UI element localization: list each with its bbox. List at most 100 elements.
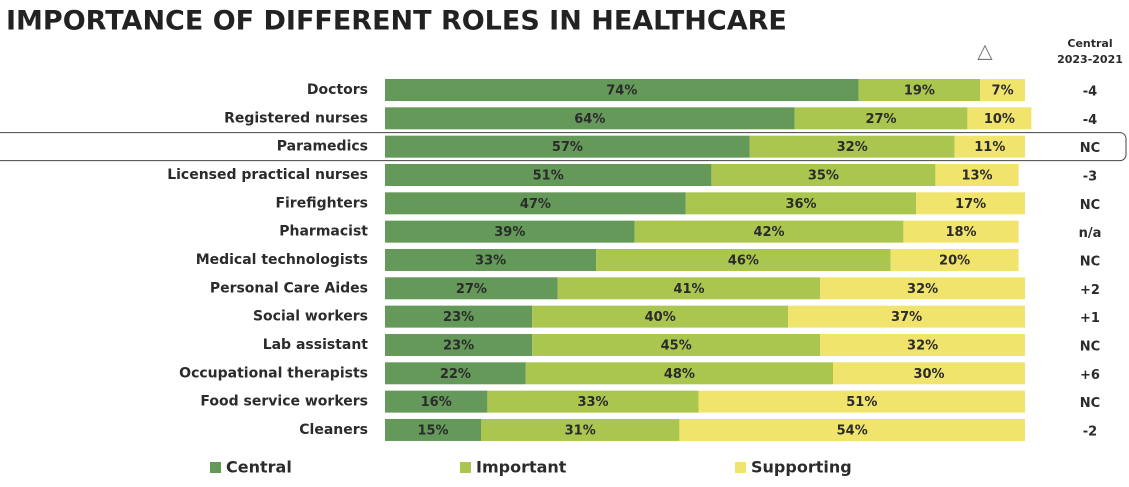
change-value: +1 — [1080, 311, 1100, 326]
category-label: Doctors — [307, 82, 368, 98]
category-label: Social workers — [253, 309, 368, 325]
legend-swatch — [735, 462, 746, 473]
legend-label: Supporting — [751, 458, 852, 477]
change-header: 2023-2021 — [1057, 53, 1123, 66]
value-label: 74% — [606, 84, 637, 99]
bar-segment — [385, 418, 481, 441]
bar-segment — [385, 248, 597, 271]
value-label: 32% — [837, 140, 868, 155]
bar-segment — [858, 79, 981, 101]
category-label: Registered nurses — [224, 110, 368, 126]
value-label: 15% — [417, 423, 448, 438]
value-label: 17% — [955, 197, 986, 212]
bar-segment — [385, 305, 533, 328]
bar-segment — [711, 163, 936, 186]
value-label: 41% — [673, 282, 704, 297]
change-value: NC — [1080, 339, 1100, 354]
bar-segment — [890, 248, 1019, 271]
change-value: -4 — [1083, 85, 1097, 100]
value-label: 20% — [939, 253, 970, 268]
value-label: 36% — [785, 197, 816, 212]
bar-segment — [532, 305, 789, 328]
bar-segment — [967, 107, 1032, 130]
bar-segment — [820, 277, 1025, 300]
bar-segment — [385, 277, 558, 300]
value-label: 18% — [945, 225, 976, 240]
category-label: Personal Care Aides — [210, 280, 368, 296]
value-label: 51% — [533, 168, 564, 183]
value-label: 40% — [645, 310, 676, 325]
bar-segment — [557, 277, 821, 300]
change-value: -4 — [1083, 113, 1097, 128]
change-value: NC — [1080, 198, 1100, 213]
value-label: 23% — [443, 338, 474, 353]
bar-segment — [903, 220, 1019, 243]
bar-segment — [385, 220, 635, 243]
bar-segment — [820, 333, 1025, 356]
legend-swatch — [460, 462, 471, 473]
change-value: NC — [1080, 396, 1100, 411]
category-label: Cleaners — [299, 422, 368, 438]
bar-segment — [935, 163, 1019, 186]
bar-segment — [698, 390, 1025, 413]
change-value: +2 — [1080, 283, 1100, 298]
bar-segment — [385, 135, 750, 158]
bar-segment — [481, 418, 680, 441]
category-label: Licensed practical nurses — [167, 167, 368, 183]
value-label: 47% — [520, 197, 551, 212]
bar-segment — [679, 418, 1025, 441]
value-label: 30% — [913, 367, 944, 382]
value-label: 11% — [974, 140, 1005, 155]
change-value: +6 — [1080, 368, 1100, 383]
value-label: 32% — [907, 338, 938, 353]
legend-label: Important — [476, 458, 567, 477]
bar-segment — [385, 390, 488, 413]
value-label: 19% — [904, 84, 935, 99]
bar-segment — [634, 220, 904, 243]
value-label: 32% — [907, 282, 938, 297]
change-value: n/a — [1079, 226, 1102, 241]
change-value: -2 — [1083, 424, 1097, 439]
bar-segment — [685, 192, 917, 215]
value-label: 39% — [494, 225, 525, 240]
category-label: Medical technologists — [196, 252, 368, 268]
value-label: 23% — [443, 310, 474, 325]
value-label: 33% — [475, 253, 506, 268]
category-label: Lab assistant — [263, 337, 369, 353]
bar-segment — [385, 362, 526, 385]
value-label: 37% — [891, 310, 922, 325]
bar-segment — [532, 333, 821, 356]
change-header: Central — [1067, 37, 1112, 50]
bar-segment — [833, 362, 1025, 385]
bar-segment — [487, 390, 699, 413]
legend-label: Central — [226, 458, 292, 477]
value-label: 57% — [552, 140, 583, 155]
value-label: 48% — [664, 367, 695, 382]
bar-segment — [385, 333, 533, 356]
value-label: 10% — [984, 112, 1015, 127]
value-label: 51% — [846, 395, 877, 410]
value-label: 46% — [728, 253, 759, 268]
value-label: 31% — [565, 423, 596, 438]
bar-segment — [385, 79, 859, 101]
value-label: 35% — [808, 168, 839, 183]
change-symbol: △ — [977, 39, 993, 63]
bar-segment — [980, 79, 1025, 101]
row-highlight — [0, 132, 1127, 162]
value-label: 27% — [865, 112, 896, 127]
value-label: 16% — [421, 395, 452, 410]
category-label: Food service workers — [200, 394, 368, 410]
value-label: 64% — [574, 112, 605, 127]
bar-segment — [788, 305, 1025, 328]
bar-segment — [385, 107, 795, 130]
value-label: 7% — [992, 84, 1014, 99]
change-value: NC — [1080, 254, 1100, 269]
category-label: Occupational therapists — [179, 365, 368, 381]
category-label: Pharmacist — [279, 224, 368, 240]
legend-swatch — [210, 462, 221, 473]
bar-segment — [749, 135, 955, 158]
bar-segment — [385, 163, 712, 186]
category-label: Paramedics — [277, 139, 368, 155]
value-label: 45% — [661, 338, 692, 353]
